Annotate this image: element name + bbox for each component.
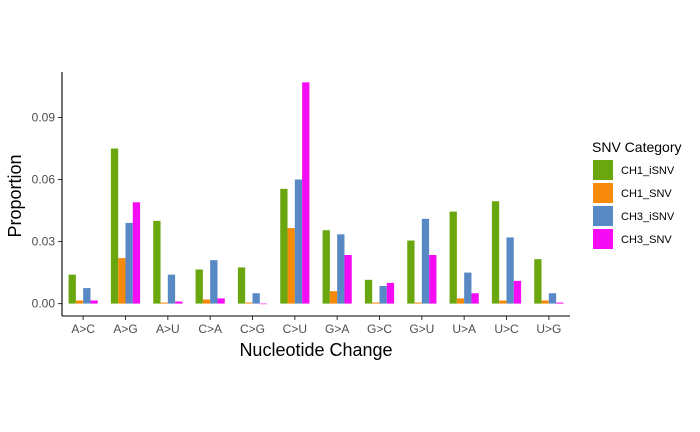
- x-tick-label: U>C: [494, 322, 519, 336]
- legend-label-CH3_SNV: CH3_SNV: [621, 234, 672, 246]
- bar-CH3_SNV-G>C: [386, 282, 395, 304]
- x-axis-title: Nucleotide Change: [239, 340, 392, 360]
- bar-CH3_iSNV-U>C: [506, 237, 514, 304]
- bar-CH3_iSNV-A>U: [167, 274, 176, 304]
- x-tick-label: G>A: [325, 322, 349, 336]
- bar-CH3_iSNV-A>G: [125, 222, 133, 304]
- legend-title: SNV Category: [592, 139, 681, 155]
- bar-CH3_SNV-A>C: [90, 300, 98, 304]
- y-tick-label: 0.00: [32, 297, 56, 311]
- legend-label-CH1_SNV: CH1_SNV: [621, 188, 672, 200]
- bar-CH1_iSNV-U>G: [534, 259, 542, 304]
- bar-CH3_SNV-A>U: [175, 301, 183, 304]
- bar-CH3_SNV-U>A: [471, 293, 479, 304]
- bar-CH3_SNV-U>G: [556, 302, 564, 304]
- bar-CH3_SNV-C>A: [217, 298, 225, 304]
- x-tick-label: C>G: [240, 322, 265, 336]
- x-tick-label: U>A: [452, 322, 476, 336]
- bar-CH3_iSNV-C>U: [294, 179, 303, 304]
- bar-CH1_SNV-G>U: [414, 302, 422, 304]
- bar-CH1_iSNV-C>A: [195, 269, 203, 304]
- bar-CH3_iSNV-G>U: [421, 218, 430, 304]
- bars-layer: [68, 82, 564, 305]
- x-tick-label: C>A: [198, 322, 222, 336]
- bar-CH1_iSNV-A>U: [153, 220, 161, 304]
- bar-CH3_iSNV-U>A: [464, 272, 472, 304]
- bar-CH1_iSNV-C>G: [237, 267, 246, 304]
- legend-swatch-CH3_SNV: [593, 229, 613, 249]
- bar-CH1_iSNV-C>U: [280, 188, 288, 304]
- legend-label-CH3_iSNV: CH3_iSNV: [621, 211, 675, 223]
- bar-CH1_iSNV-G>U: [407, 240, 415, 304]
- y-tick-label: 0.06: [32, 173, 56, 187]
- bar-CH1_iSNV-A>G: [110, 148, 119, 304]
- legend: SNV Category CH1_iSNV CH1_SNV CH3_iSNV CH3_…: [592, 139, 681, 249]
- x-tick-label: G>U: [409, 322, 434, 336]
- bar-CH3_SNV-U>C: [513, 280, 522, 304]
- bar-CH1_SNV-U>C: [499, 300, 507, 304]
- axes-layer: A>C A>G A>U C>A C>G C>U G>A G>C G>U U>A U>C U>G 0.00…: [32, 72, 570, 336]
- bar-CH1_SNV-A>G: [118, 258, 126, 304]
- bar-CH3_iSNV-G>C: [379, 286, 387, 304]
- bar-CH1_iSNV-U>C: [491, 201, 500, 304]
- x-tick-label: A>U: [156, 322, 180, 336]
- bar-CH3_SNV-A>G: [132, 202, 141, 304]
- legend-label-CH1_iSNV: CH1_iSNV: [621, 165, 675, 177]
- bar-CH1_SNV-C>G: [245, 302, 253, 304]
- bar-CH3_SNV-C>U: [302, 82, 310, 304]
- y-tick-label: 0.09: [32, 110, 56, 124]
- bar-CH3_SNV-G>U: [429, 255, 437, 304]
- bar-CH3_SNV-C>G: [259, 303, 268, 305]
- bar-CH3_iSNV-C>A: [210, 260, 218, 304]
- bar-CH1_SNV-U>A: [456, 298, 465, 304]
- legend-swatch-CH1_iSNV: [593, 160, 613, 180]
- bar-CH3_iSNV-C>G: [252, 293, 260, 304]
- bar-CH1_iSNV-U>A: [449, 211, 457, 304]
- bar-CH3_iSNV-U>G: [548, 293, 557, 304]
- x-tick-label: C>U: [283, 322, 307, 336]
- x-tick-label: U>G: [536, 322, 561, 336]
- x-tick-label: A>G: [113, 322, 137, 336]
- x-tick-label: G>C: [367, 322, 392, 336]
- legend-swatch-CH3_iSNV: [593, 206, 613, 226]
- bar-CH3_iSNV-G>A: [337, 234, 345, 304]
- bar-CH3_iSNV-A>C: [83, 288, 91, 304]
- y-axis-title: Proportion: [5, 154, 25, 237]
- bar-CH1_iSNV-G>C: [364, 279, 373, 304]
- bar-CH1_iSNV-G>A: [322, 230, 330, 304]
- bar-CH1_SNV-A>C: [75, 300, 84, 304]
- bar-CH1_SNV-C>U: [287, 228, 295, 304]
- bar-CH1_SNV-C>A: [202, 299, 211, 304]
- bar-CH1_SNV-A>U: [160, 302, 168, 304]
- bar-CH1_iSNV-A>C: [68, 274, 76, 304]
- bar-CH1_SNV-G>C: [372, 302, 380, 304]
- legend-swatch-CH1_SNV: [593, 183, 613, 203]
- bar-CH1_SNV-U>G: [541, 300, 549, 304]
- y-tick-label: 0.03: [32, 235, 56, 249]
- bar-CH3_SNV-G>A: [344, 255, 352, 304]
- bar-CH1_SNV-G>A: [329, 291, 338, 304]
- x-tick-label: A>C: [71, 322, 95, 336]
